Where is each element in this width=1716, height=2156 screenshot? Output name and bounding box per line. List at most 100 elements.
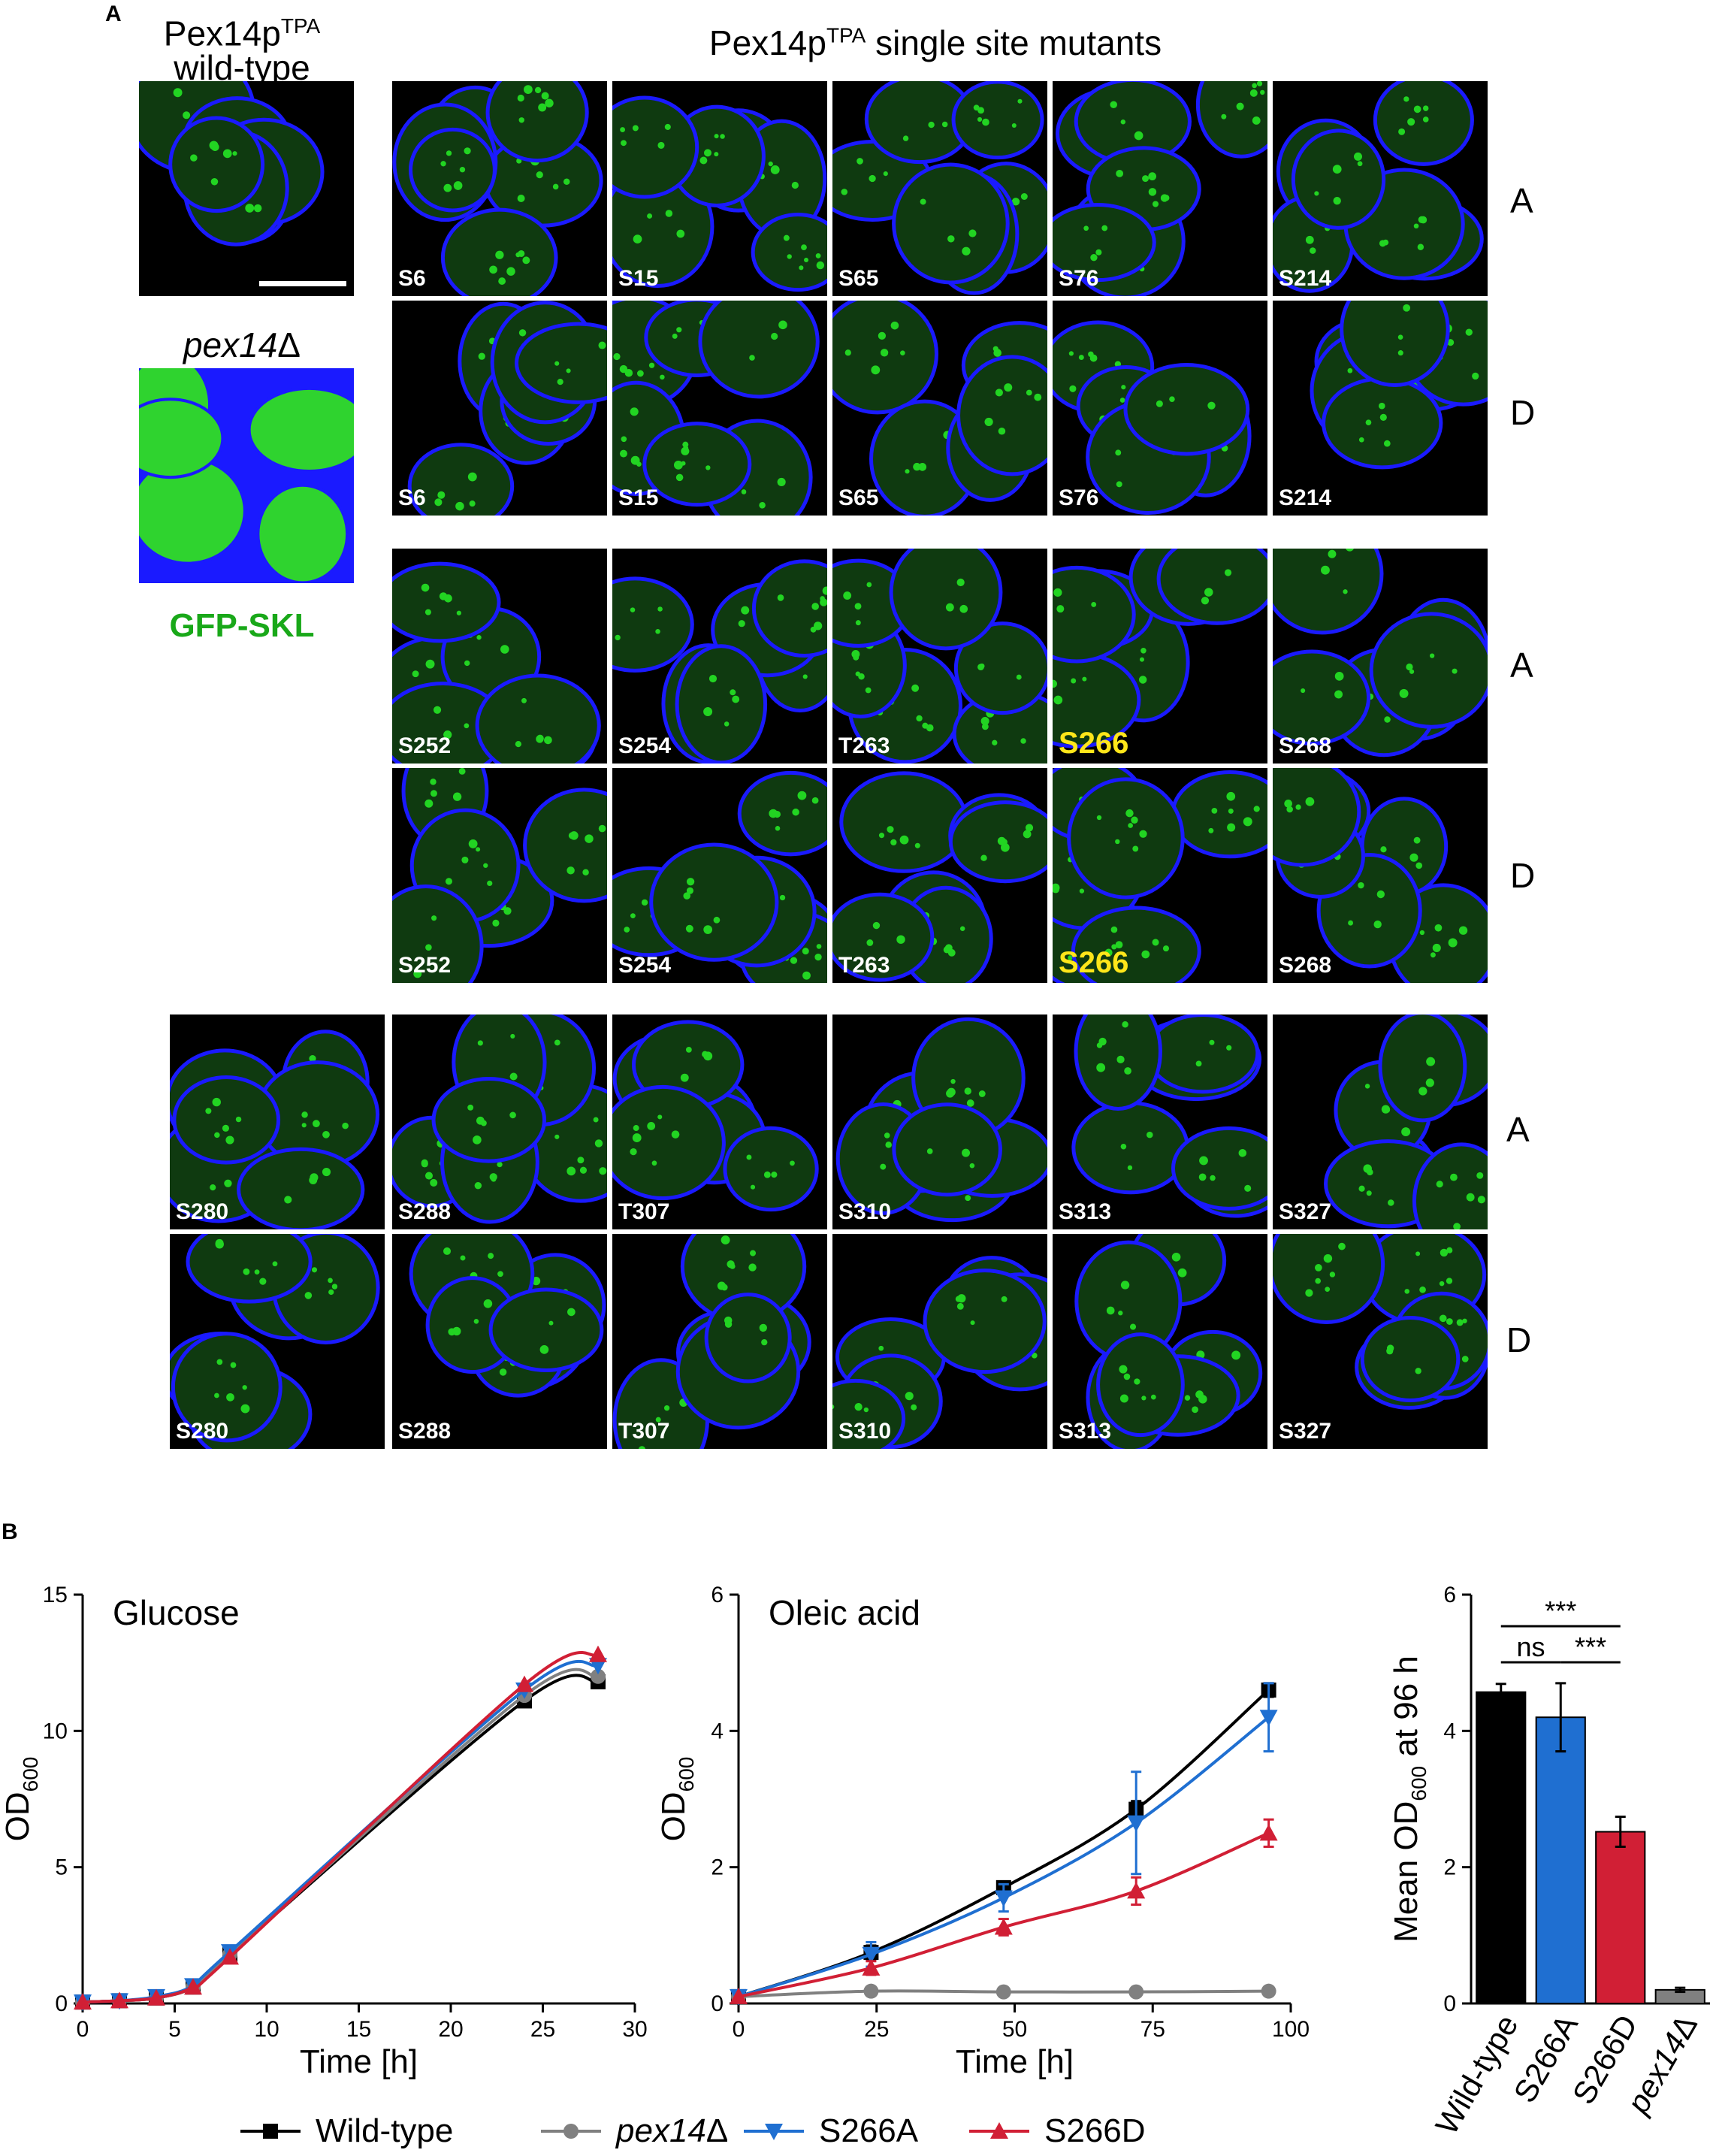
site-label: S76 (1059, 485, 1099, 510)
site-label: S310 (838, 1419, 892, 1444)
site-label: S327 (1279, 1419, 1332, 1444)
y-axis-label: OD600 (655, 1757, 698, 1842)
gfp-skl-label: GFP-SKL (169, 607, 315, 644)
y-tick-label: 6 (1443, 1583, 1456, 1607)
y-tick-label: 5 (55, 1855, 68, 1880)
x-tick-label: 0 (733, 2017, 745, 2042)
micrograph-image (612, 301, 827, 516)
bar (1595, 1831, 1646, 2004)
legend-label: Wild-type (316, 2112, 453, 2149)
site-label: S6 (398, 485, 426, 510)
micrograph-image (392, 81, 607, 296)
x-axis-label: Time [h] (300, 2043, 418, 2080)
site-label: S268 (1279, 733, 1332, 758)
legend-label-symbol: Δ (706, 2112, 728, 2149)
site-label: S254 (618, 953, 672, 978)
series-line (82, 1674, 599, 2004)
site-label: S76 (1059, 266, 1099, 291)
y-tick-label: 2 (711, 1855, 724, 1880)
site-label: S280 (176, 1419, 229, 1444)
y-tick-label: 10 (43, 1719, 68, 1743)
micrograph-tile: S313 (1053, 1234, 1267, 1449)
micrograph-tile: T263 (832, 768, 1047, 983)
micrograph-image (1273, 1014, 1488, 1229)
y-axis-label-sub: 600 (19, 1757, 42, 1792)
data-point (589, 1645, 607, 1662)
micrograph-tile: S214 (1273, 81, 1488, 296)
chart-legend: Wild-type pex14Δ S266A S266D (240, 2112, 1146, 2149)
micrograph-tile: S310 (832, 1014, 1047, 1229)
data-point (994, 1918, 1013, 1935)
micrograph-image (1053, 301, 1267, 516)
data-point (110, 1991, 128, 2009)
data-point (221, 1948, 239, 1965)
micrograph-tile: S15 (612, 301, 827, 516)
x-tick-label: 5 (168, 2017, 181, 2042)
data-point (730, 1987, 748, 2004)
micrograph-image (1053, 549, 1267, 764)
category-label: Wild-type (1428, 2009, 1524, 2140)
micrograph-tile: S6 (392, 301, 607, 516)
y-axis-label-post: at 96 h (1388, 1656, 1424, 1766)
micrograph-tile: S280 (170, 1234, 385, 1449)
micrograph-tile: T307 (612, 1014, 827, 1229)
data-point (863, 1983, 879, 1999)
micrograph-tile (139, 81, 354, 296)
data-point (1127, 1815, 1146, 1832)
pex14-title: pex14Δ (129, 325, 355, 365)
micrograph-tile: S327 (1273, 1234, 1488, 1449)
site-label: S266 (1059, 727, 1129, 760)
data-point (563, 2124, 579, 2139)
site-label: S266 (1059, 946, 1129, 979)
micrograph-tile: S280 (170, 1014, 385, 1229)
site-label: S313 (1059, 1419, 1112, 1444)
x-tick-label: 25 (864, 2017, 889, 2042)
y-tick-label: 2 (1443, 1855, 1456, 1880)
chart-title: Glucose (113, 1593, 240, 1632)
site-label: T307 (618, 1199, 670, 1224)
mutants-title-sup: TPA (826, 23, 866, 47)
data-point (862, 1946, 881, 1964)
data-point (995, 1984, 1011, 2000)
legend-label: pex14Δ (615, 2112, 728, 2149)
row-letter-block1-a: A (1510, 181, 1533, 220)
y-tick-label: 0 (1443, 1991, 1456, 2016)
site-label: S6 (398, 266, 426, 291)
micrograph-image (392, 768, 607, 983)
micrograph-tile: S214 (1273, 301, 1488, 516)
micrograph-image (832, 301, 1047, 516)
micrograph-image (170, 1014, 385, 1229)
micrograph-tile: S310 (832, 1234, 1047, 1449)
micrograph-image (1273, 768, 1488, 983)
micrograph-image (1053, 768, 1267, 983)
series-line (738, 1689, 1270, 1998)
micrograph-image (392, 1234, 607, 1449)
micrograph-tile: S76 (1053, 81, 1267, 296)
micrograph-tile: S266 (1053, 768, 1267, 983)
data-point (1128, 1984, 1144, 2000)
site-label: T307 (618, 1419, 670, 1444)
micrograph-image (139, 81, 354, 296)
wt-title-line1: Pex14p (163, 14, 281, 53)
data-point (1127, 1882, 1146, 1899)
wt-title-line2: wild-type (174, 48, 310, 88)
x-tick-label: 20 (438, 2017, 463, 2042)
micrograph-tile: S254 (612, 768, 827, 983)
y-axis-label: OD600 (0, 1757, 42, 1842)
data-point (994, 1890, 1013, 1907)
site-label: S280 (176, 1199, 229, 1224)
micrograph-image (1053, 1234, 1267, 1449)
panel-a-letter: A (105, 2, 122, 26)
y-axis-label: Mean OD600 at 96 h (1388, 1656, 1431, 1943)
x-tick-label: 10 (254, 2017, 279, 2042)
data-point (515, 1675, 533, 1692)
glucose-chart: 0 5 10 15 20 25 30 0 5 10 15 Glucose Time [h] OD600 (0, 1583, 648, 2080)
data-point (990, 2122, 1008, 2139)
micrograph-image (1273, 1234, 1488, 1449)
site-label: S310 (838, 1199, 892, 1224)
micrograph-image (1273, 81, 1488, 296)
micrograph-tile: S313 (1053, 1014, 1267, 1229)
y-tick-label: 0 (711, 1991, 724, 2016)
data-point (589, 1658, 607, 1675)
